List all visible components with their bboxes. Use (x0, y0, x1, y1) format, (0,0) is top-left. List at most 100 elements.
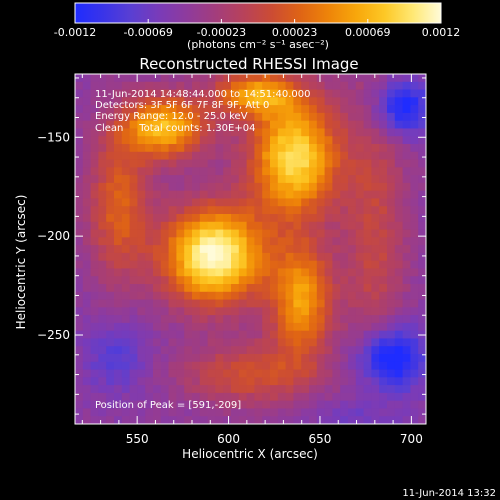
y-axis-label: Heliocentric Y (arcsec) (14, 195, 28, 330)
heatmap-cell (153, 416, 162, 425)
heatmap-cell (277, 214, 286, 223)
heatmap-cell (199, 416, 208, 425)
heatmap-cell (192, 182, 201, 192)
heatmap-cell (215, 245, 224, 254)
heatmap-cell (285, 74, 294, 83)
heatmap-cell (340, 190, 349, 199)
heatmap-cell (82, 338, 91, 347)
heatmap-cell (309, 167, 318, 176)
heatmap-cell (75, 276, 84, 285)
heatmap-cell (153, 198, 162, 207)
heatmap-cell (262, 221, 271, 230)
heatmap-cell (184, 400, 193, 409)
heatmap-cell (223, 252, 232, 262)
heatmap-cell (160, 252, 169, 262)
heatmap-cell (324, 260, 333, 269)
heatmap-cell (238, 89, 247, 98)
heatmap-cell (192, 221, 201, 230)
heatmap-cell (309, 214, 318, 223)
heatmap-cell (114, 252, 123, 262)
heatmap-cell (270, 245, 279, 254)
heatmap-cell (309, 97, 318, 106)
heatmap-cell (394, 144, 403, 153)
heatmap-cell (176, 144, 185, 153)
heatmap-cell (129, 120, 138, 129)
heatmap-cell (348, 416, 357, 425)
heatmap-cell (137, 338, 146, 347)
heatmap-cell (262, 89, 271, 98)
heatmap-cell (129, 408, 138, 417)
heatmap-cell (410, 182, 419, 192)
heatmap-cell (309, 354, 318, 363)
heatmap-cell (184, 74, 193, 83)
heatmap-cell (160, 291, 169, 300)
heatmap-cell (129, 237, 138, 246)
heatmap-cell (137, 377, 146, 386)
heatmap-cell (293, 315, 302, 324)
heatmap-cell (418, 167, 427, 176)
heatmap-cell (121, 74, 130, 83)
heatmap-cell (176, 97, 185, 106)
heatmap-cell (176, 322, 185, 332)
heatmap-cell (301, 182, 310, 192)
heatmap-cell (394, 377, 403, 386)
heatmap-cell (254, 74, 263, 83)
heatmap-cell (231, 144, 240, 153)
heatmap-cell (176, 369, 185, 378)
heatmap-cell (215, 105, 224, 114)
heatmap-cell (121, 307, 130, 316)
heatmap-cell (168, 400, 177, 409)
heatmap-cell (75, 369, 84, 378)
heatmap-cell (355, 229, 364, 238)
heatmap-cell (137, 229, 146, 238)
heatmap-cell (246, 112, 255, 122)
heatmap-cell (199, 307, 208, 316)
heatmap-cell (106, 221, 115, 230)
heatmap-cell (106, 237, 115, 246)
heatmap-cell (340, 268, 349, 277)
heatmap-cell (277, 322, 286, 332)
heatmap-cell (82, 89, 91, 98)
heatmap-cell (114, 128, 123, 137)
heatmap-cell (402, 400, 411, 409)
heatmap-cell (238, 112, 247, 122)
heatmap-cell (114, 299, 123, 308)
heatmap-cell (277, 167, 286, 176)
heatmap-cells (75, 74, 427, 425)
heatmap-cell (231, 299, 240, 308)
heatmap-cell (418, 112, 427, 122)
heatmap-cell (82, 198, 91, 207)
heatmap-cell (394, 112, 403, 122)
heatmap-cell (75, 167, 84, 176)
heatmap-cell (394, 338, 403, 347)
heatmap-cell (402, 361, 411, 370)
heatmap-cell (137, 112, 146, 122)
heatmap-cell (215, 284, 224, 293)
heatmap-cell (82, 408, 91, 417)
heatmap-cell (254, 81, 263, 90)
heatmap-cell (387, 346, 396, 355)
heatmap-cell (332, 167, 341, 176)
heatmap-cell (332, 291, 341, 300)
heatmap-cell (114, 291, 123, 300)
heatmap-cell (340, 128, 349, 137)
heatmap-cell (418, 182, 427, 192)
heatmap-cell (176, 284, 185, 293)
heatmap-cell (90, 408, 99, 417)
heatmap-cell (231, 136, 240, 145)
heatmap-cell (410, 159, 419, 168)
heatmap-cell (387, 338, 396, 347)
heatmap-cell (371, 268, 380, 277)
heatmap-cell (145, 221, 154, 230)
heatmap-cell (137, 151, 146, 160)
heatmap-cell (324, 136, 333, 145)
heatmap-cell (394, 198, 403, 207)
heatmap-cell (316, 346, 325, 355)
heatmap-cell (348, 346, 357, 355)
heatmap-cell (332, 245, 341, 254)
heatmap-cell (363, 221, 372, 230)
heatmap-cell (293, 400, 302, 409)
heatmap-cell (184, 284, 193, 293)
heatmap-cell (394, 416, 403, 425)
